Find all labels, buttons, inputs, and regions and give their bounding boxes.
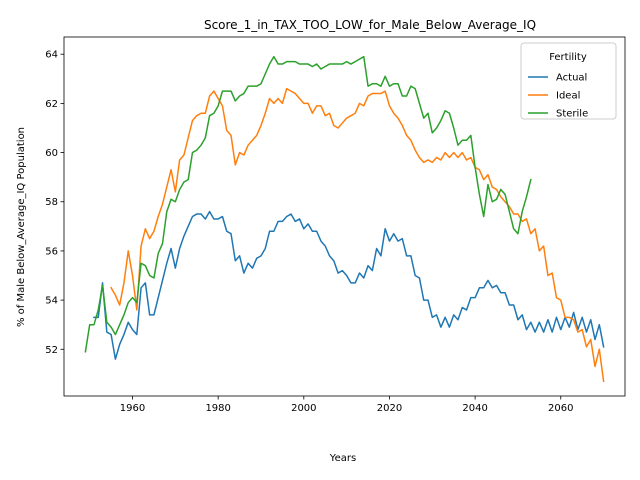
y-tick-label: 64	[45, 50, 58, 61]
x-tick-label: 2060	[548, 403, 573, 414]
y-tick-label: 54	[45, 296, 58, 307]
x-axis: 1960 1980 2000 2020 2040 2060	[120, 396, 573, 414]
series-line-actual	[93, 210, 605, 360]
y-tick-label: 56	[45, 246, 58, 257]
y-tick-label: 60	[45, 148, 58, 159]
x-tick-label: 1960	[120, 403, 145, 414]
y-tick-label: 62	[45, 99, 58, 110]
y-axis: 52 54 56 58 60 62 64	[45, 50, 64, 356]
plot-area	[63, 36, 626, 397]
chart-title: Score_1_in_TAX_TOO_LOW_for_Male_Below_Av…	[204, 18, 536, 32]
y-tick-label: 52	[45, 345, 58, 356]
x-tick-label: 1980	[205, 403, 230, 414]
x-tick-label: 2000	[291, 403, 316, 414]
legend-label-ideal: Ideal	[556, 91, 580, 102]
x-axis-label: Years	[329, 453, 356, 464]
legend-title: Fertility	[549, 52, 587, 63]
legend-frame	[520, 42, 617, 120]
legend-label-actual: Actual	[556, 73, 587, 84]
y-tick-label: 58	[45, 197, 58, 208]
legend-label-sterile: Sterile	[556, 109, 588, 120]
x-tick-label: 2040	[462, 403, 487, 414]
legend: Fertility Actual Ideal Sterile	[520, 42, 617, 120]
plot-frame	[63, 36, 626, 397]
series-line-ideal	[110, 87, 605, 383]
x-tick-label: 2020	[377, 403, 402, 414]
y-axis-label: % of Male Below_Average_IQ Population	[16, 127, 27, 327]
series-line-sterile	[84, 55, 532, 353]
